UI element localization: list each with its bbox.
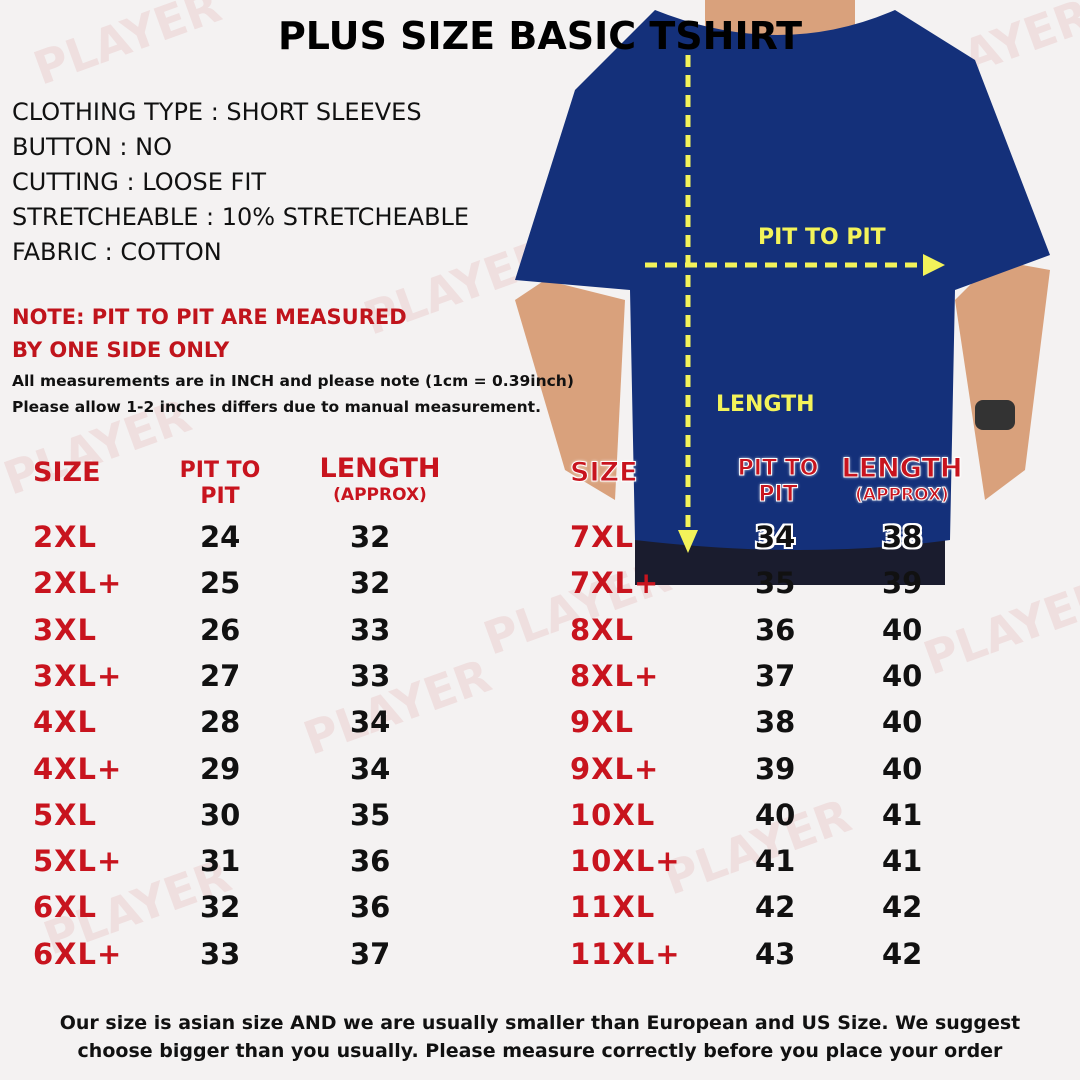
cell-size: 5XL+: [33, 844, 123, 879]
cell-size: 9XL: [570, 705, 635, 740]
spec-button: BUTTON : NO: [12, 133, 172, 161]
watch: [975, 400, 1015, 430]
cell-size: 3XL: [33, 612, 98, 647]
pit-arrow-head: [923, 254, 945, 276]
cell-length: 36: [350, 890, 391, 925]
info-line-2: Please allow 1-2 inches differs due to m…: [12, 398, 541, 416]
cell-length: 41: [882, 797, 923, 832]
model-right-arm: [955, 260, 1050, 500]
cell-size: 2XL: [33, 520, 98, 554]
cell-pit: 28: [200, 705, 241, 740]
cell-pit: 39: [755, 751, 796, 786]
cell-pit: 42: [755, 890, 796, 925]
tshirt-photo: [515, 0, 1050, 585]
cell-length: 33: [350, 612, 391, 647]
info-line-1: All measurements are in INCH and please …: [12, 372, 574, 390]
left-header-length: LENGTH (APPROX): [310, 453, 450, 508]
left-header-pit-line2: PIT: [200, 484, 240, 509]
length-label: LENGTH: [716, 392, 815, 417]
cell-size: 10XL+: [570, 844, 681, 879]
cell-pit: 36: [755, 612, 796, 647]
cell-pit: 31: [200, 844, 241, 879]
cell-length: 32: [350, 520, 391, 554]
cell-length: 34: [350, 751, 391, 786]
model-left-arm: [515, 280, 625, 500]
page-title: PLUS SIZE BASIC TSHIRT: [277, 14, 803, 58]
note-line-2: BY ONE SIDE ONLY: [12, 338, 230, 362]
left-header-pit-line1: PIT TO: [179, 458, 261, 483]
cell-length: 33: [350, 658, 391, 693]
cell-pit: 26: [200, 612, 241, 647]
right-header-pit-line2: PIT: [758, 482, 798, 508]
cell-size: 10XL: [570, 797, 656, 832]
left-header-length-main: LENGTH: [319, 453, 441, 484]
cell-length: 38: [882, 520, 923, 554]
cell-size: 9XL+: [570, 751, 660, 786]
cell-pit: 35: [755, 566, 796, 601]
cell-length: 39: [882, 566, 923, 601]
cell-size: 7XL: [570, 520, 635, 554]
cell-length: 34: [350, 705, 391, 740]
note-line-1: NOTE: PIT TO PIT ARE MEASURED: [12, 305, 407, 329]
cell-size: 7XL+: [570, 566, 660, 601]
cell-pit: 34: [755, 520, 796, 554]
cell-size: 6XL+: [33, 936, 123, 971]
right-header-size: SIZE: [570, 457, 639, 488]
cell-pit: 41: [755, 844, 796, 879]
cell-size: 3XL+: [33, 658, 123, 693]
cell-length: 36: [350, 844, 391, 879]
spec-cutting: CUTTING : LOOSE FIT: [12, 168, 267, 196]
cell-size: 8XL: [570, 612, 635, 647]
cell-size: 8XL+: [570, 658, 660, 693]
cell-pit: 40: [755, 797, 796, 832]
footer-line-1: Our size is asian size AND we are usuall…: [59, 1012, 1021, 1034]
right-header-length-sub: (APPROX): [855, 485, 950, 506]
spec-fabric: FABRIC : COTTON: [12, 238, 222, 266]
cell-pit: 30: [200, 797, 241, 832]
pit-to-pit-label: PIT TO PIT: [758, 225, 886, 250]
cell-length: 40: [882, 705, 923, 740]
cell-pit: 33: [200, 936, 241, 971]
cell-pit: 24: [200, 520, 241, 554]
cell-size: 5XL: [33, 797, 98, 832]
cell-length: 32: [350, 566, 391, 601]
cell-size: 6XL: [33, 890, 98, 925]
cell-pit: 25: [200, 566, 241, 601]
spec-clothing-type: CLOTHING TYPE : SHORT SLEEVES: [12, 98, 422, 126]
right-header-length-main: LENGTH: [841, 453, 963, 484]
right-header-length: LENGTH (APPROX): [832, 453, 972, 508]
cell-length: 35: [350, 797, 391, 832]
left-header-size: SIZE: [33, 457, 101, 488]
length-arrow-head: [678, 530, 698, 553]
cell-length: 40: [882, 751, 923, 786]
cell-pit: 29: [200, 751, 241, 786]
cell-size: 2XL+: [33, 566, 123, 601]
right-header-pit: PIT TO PIT: [728, 456, 828, 508]
cell-length: 41: [882, 844, 923, 879]
footer-line-2: choose bigger than you usually. Please m…: [77, 1040, 1003, 1062]
spec-stretch: STRETCHEABLE : 10% STRETCHEABLE: [12, 203, 470, 231]
cell-length: 40: [882, 658, 923, 693]
cell-size: 11XL: [570, 890, 656, 925]
cell-size: 4XL: [33, 705, 98, 740]
left-header-pit: PIT TO PIT: [170, 458, 270, 510]
cell-length: 40: [882, 612, 923, 647]
left-header-length-sub: (APPROX): [333, 485, 427, 505]
cell-size: 4XL+: [33, 751, 123, 786]
cell-length: 37: [350, 936, 391, 971]
cell-pit: 32: [200, 890, 241, 925]
cell-pit: 38: [755, 705, 796, 740]
cell-pit: 27: [200, 658, 241, 693]
cell-size: 11XL+: [570, 936, 681, 971]
cell-pit: 37: [755, 658, 796, 693]
cell-length: 42: [882, 890, 923, 925]
tshirt: [515, 10, 1050, 550]
cell-pit: 43: [755, 936, 796, 971]
cell-length: 42: [882, 936, 923, 971]
right-header-pit-line1: PIT TO: [737, 456, 819, 482]
